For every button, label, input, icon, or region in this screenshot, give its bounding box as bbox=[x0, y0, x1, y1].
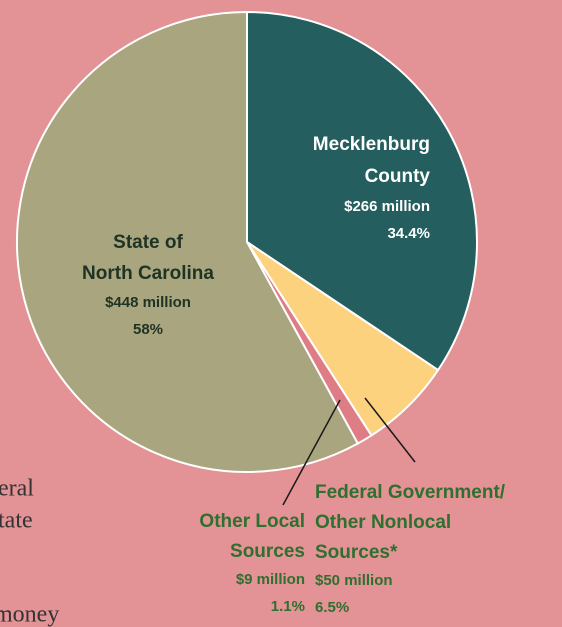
pie-slice bbox=[16, 10, 360, 473]
slice-label: Mecklenburg bbox=[313, 134, 430, 155]
slice-label: County bbox=[365, 166, 431, 187]
pie-slice bbox=[246, 10, 478, 372]
slice-label: Sources bbox=[230, 541, 305, 562]
slice-label: North Carolina bbox=[82, 263, 214, 284]
amount-label: $50 million bbox=[315, 572, 393, 589]
slice-label: Other Local bbox=[199, 511, 305, 532]
slice-label: Sources* bbox=[315, 542, 398, 563]
value-label: 34.4% bbox=[387, 225, 430, 242]
background-text: money bbox=[0, 602, 59, 627]
pie bbox=[16, 10, 478, 473]
slice-label: State of bbox=[113, 232, 183, 253]
leader-line bbox=[364, 397, 416, 463]
slice-label: Other Nonlocal bbox=[315, 512, 451, 533]
background-text: tate bbox=[0, 508, 33, 534]
amount-label: $448 million bbox=[105, 294, 191, 311]
amount-label: $266 million bbox=[344, 198, 430, 215]
value-label: 6.5% bbox=[315, 599, 349, 616]
background-text: eral bbox=[0, 476, 34, 502]
slice-label: Federal Government/ bbox=[315, 482, 506, 503]
value-label: 58% bbox=[133, 321, 163, 338]
leader-line bbox=[282, 399, 341, 506]
value-label: 1.1% bbox=[271, 598, 305, 615]
amount-label: $9 million bbox=[236, 571, 305, 588]
